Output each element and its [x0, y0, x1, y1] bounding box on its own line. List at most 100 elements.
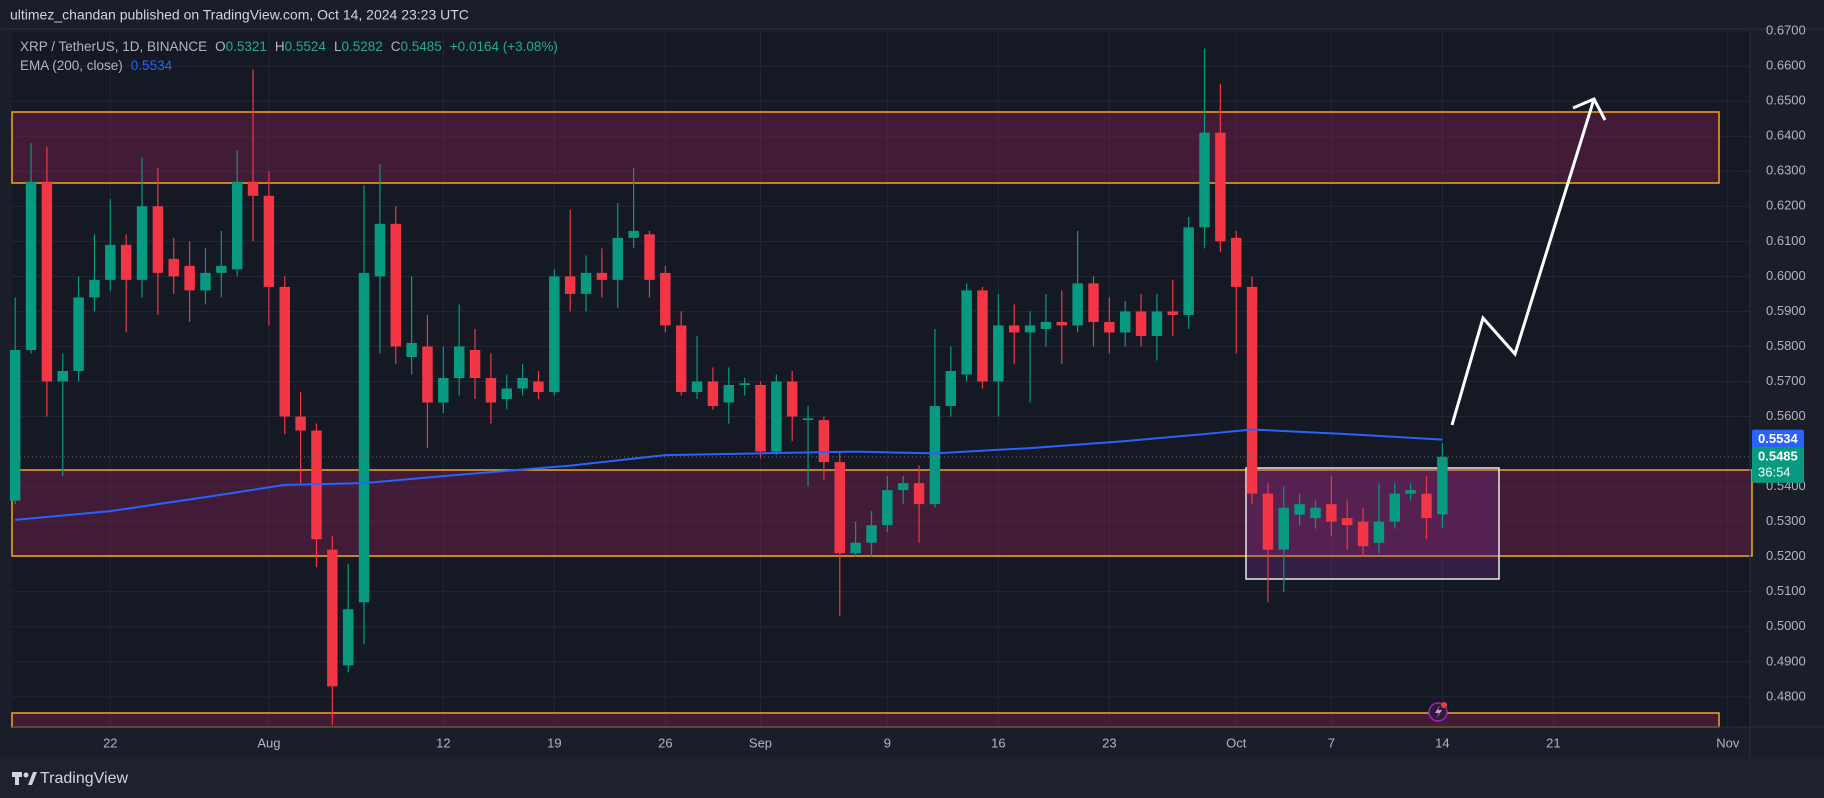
candle-body	[1246, 286, 1258, 494]
candle-body	[993, 325, 1004, 382]
x-tick-label: 19	[547, 735, 561, 750]
c-value: 0.5485	[401, 39, 442, 54]
candle-body	[1072, 283, 1083, 326]
candle-body	[57, 370, 68, 382]
o-label: O	[215, 39, 226, 54]
candle-body	[977, 290, 988, 382]
ema-title: EMA (200, close)	[20, 58, 123, 73]
candle-body	[89, 279, 100, 298]
event-bolt	[1435, 705, 1442, 719]
change: +0.0164 (+3.08%)	[450, 39, 558, 54]
candle-body	[342, 609, 354, 666]
candle-body	[691, 381, 703, 393]
y-tick-label: 0.5600	[1766, 408, 1806, 423]
candle-body	[1167, 311, 1179, 315]
x-tick-label: 12	[436, 735, 450, 750]
ema-line	[15, 428, 1443, 521]
c-label: C	[391, 39, 401, 54]
candle-body	[818, 420, 830, 463]
candle-body	[1437, 456, 1448, 515]
candle-body	[786, 381, 798, 417]
candle-body	[612, 237, 623, 280]
candle-body	[913, 483, 925, 505]
candle-body	[1326, 504, 1337, 522]
candle-body	[834, 462, 846, 554]
y-tick-label: 0.6000	[1766, 268, 1806, 283]
x-tick-label: 22	[103, 735, 117, 750]
candle-body	[771, 381, 782, 452]
y-tick-label: 0.5100	[1766, 583, 1806, 598]
candle-body	[1421, 493, 1432, 519]
last-price-box	[1752, 446, 1804, 483]
candle-body	[1151, 311, 1163, 336]
tradingview-logo	[12, 772, 37, 785]
y-tick-label: 0.5800	[1766, 338, 1806, 353]
candle-body	[1008, 325, 1020, 333]
candle-body	[1310, 507, 1321, 519]
grid	[12, 29, 1750, 727]
candle-body	[358, 272, 370, 603]
candle-body	[231, 181, 243, 270]
h-value: 0.5524	[285, 39, 327, 54]
candle-body	[660, 272, 671, 326]
candle-body	[1135, 311, 1147, 336]
y-tick-label: 0.6400	[1766, 128, 1806, 143]
candle-body	[850, 542, 861, 554]
candle-body	[723, 385, 734, 403]
candle-body	[533, 381, 544, 393]
l-label: L	[334, 39, 342, 54]
candle-body	[390, 223, 401, 347]
x-tick-label: Sep	[749, 735, 772, 750]
candle-body	[866, 525, 877, 543]
y-tick-label: 0.6300	[1766, 163, 1806, 178]
plot-area	[12, 29, 1750, 727]
candle-body	[422, 346, 433, 403]
candle-body	[1389, 493, 1401, 522]
candle-body	[1373, 521, 1385, 543]
h-label: H	[275, 39, 285, 54]
candle-body	[406, 342, 417, 357]
candle-body	[517, 378, 528, 389]
y-tick-label: 0.4900	[1766, 653, 1806, 668]
candle-body	[929, 406, 941, 505]
y-tick-label: 0.6700	[1766, 23, 1806, 38]
ema-legend: EMA (200, close) 0.5534	[20, 58, 173, 73]
candle-body	[1040, 321, 1052, 329]
candle-body	[200, 272, 211, 291]
candle-body	[152, 206, 164, 273]
candle-body	[485, 378, 497, 403]
candle-body	[120, 244, 132, 280]
candle-body	[580, 272, 592, 294]
candle-body	[501, 388, 512, 400]
candle-body	[1119, 311, 1131, 333]
candle-body	[1183, 227, 1194, 315]
candle-body	[295, 416, 306, 431]
candle-body	[1262, 493, 1274, 550]
y-tick-label: 0.5300	[1766, 513, 1806, 528]
candle-body	[897, 483, 909, 491]
candle-body	[9, 349, 21, 501]
y-tick-label: 0.6200	[1766, 198, 1806, 213]
candle-body	[802, 418, 814, 421]
x-tick-label: 23	[1102, 735, 1116, 750]
candle-body	[1215, 132, 1226, 242]
candle-body	[1405, 490, 1416, 494]
publisher-line: ultimez_chandan published on TradingView…	[10, 7, 469, 23]
x-tick-label: 21	[1546, 735, 1560, 750]
candle-body	[755, 385, 766, 452]
y-tick-label: 0.6500	[1766, 93, 1806, 108]
candle-body	[168, 258, 179, 277]
resistance-zone	[11, 111, 1720, 184]
y-tick-label: 0.6600	[1766, 58, 1806, 73]
footer-bar	[0, 758, 1824, 798]
candle-body	[1056, 321, 1068, 326]
y-tick-label: 0.5700	[1766, 373, 1806, 388]
candle-body	[469, 349, 481, 378]
y-tick-label: 0.6100	[1766, 233, 1806, 248]
candle-body	[675, 325, 687, 393]
candle-body	[961, 290, 972, 375]
arrow-head	[1572, 97, 1607, 121]
ema-price-box	[1752, 429, 1804, 449]
x-tick-label: 9	[884, 735, 891, 750]
